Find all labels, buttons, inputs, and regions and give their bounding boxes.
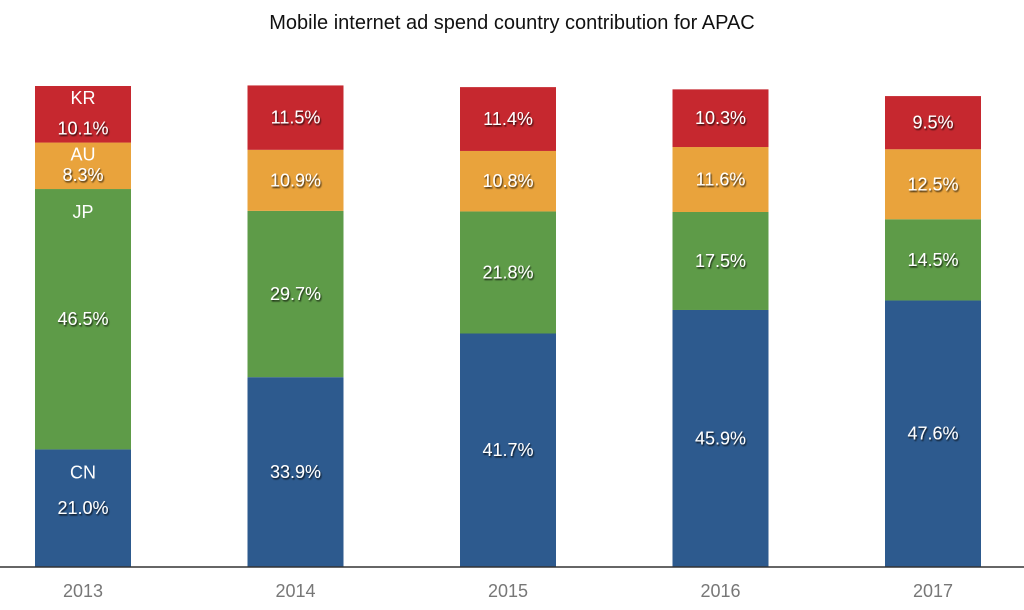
bar-jp-2014 (247, 210, 344, 378)
data-label-cn-2014: 33.9% (270, 462, 321, 482)
bar-kr-2013 (35, 86, 131, 143)
data-label-kr-2013: 10.1% (57, 119, 108, 139)
x-tick-label-2016: 2016 (700, 581, 740, 601)
data-label-kr-2014: 11.5% (271, 108, 321, 128)
data-label-jp-2013: 46.5% (57, 309, 108, 329)
bar-jp-2016 (672, 211, 769, 310)
bar-au-2015 (460, 150, 556, 212)
data-label-jp-2016: 17.5% (695, 251, 746, 271)
bar-kr-2015 (460, 87, 556, 151)
data-label-jp-2017: 14.5% (907, 250, 958, 270)
data-label-cn-2016: 45.9% (695, 428, 746, 448)
data-label-jp-2014: 29.7% (270, 284, 321, 304)
data-label-au-2016: 11.6% (696, 170, 746, 190)
data-label-jp-2015: 21.8% (482, 262, 533, 282)
data-label-au-2014: 10.9% (270, 170, 321, 190)
bar-cn-2013 (35, 449, 131, 567)
data-label-cn-2015: 41.7% (482, 440, 533, 460)
bar-cn-2014 (247, 377, 344, 567)
data-label-kr-2015: 11.4% (483, 109, 533, 129)
data-label-au-2015: 10.8% (482, 171, 533, 191)
bar-kr-2014 (247, 85, 344, 150)
bar-au-2017 (885, 149, 981, 220)
bar-jp-2013 (35, 189, 131, 450)
bar-au-2014 (247, 149, 344, 211)
bar-cn-2016 (672, 309, 769, 567)
x-tick-label-2014: 2014 (275, 581, 315, 601)
series-label-cn: CN (70, 462, 96, 482)
bar-jp-2015 (460, 211, 556, 334)
x-tick-label-2013: 2013 (63, 581, 103, 601)
bar-cn-2015 (460, 333, 556, 567)
x-tick-label-2017: 2017 (913, 581, 953, 601)
data-label-cn-2013: 21.0% (57, 498, 108, 518)
chart-title: Mobile internet ad spend country contrib… (269, 12, 755, 34)
data-label-au-2013: 8.3% (62, 165, 103, 185)
data-label-cn-2017: 47.6% (907, 424, 958, 444)
bar-kr-2017 (885, 96, 981, 150)
bar-au-2013 (35, 142, 131, 190)
bar-au-2016 (672, 147, 769, 212)
bar-cn-2017 (885, 300, 981, 567)
series-label-jp: JP (72, 202, 93, 222)
series-label-kr: KR (70, 88, 95, 108)
bar-jp-2017 (885, 219, 981, 301)
data-label-au-2017: 12.5% (907, 174, 958, 194)
bar-kr-2016 (672, 89, 769, 148)
x-tick-label-2015: 2015 (488, 581, 528, 601)
data-label-kr-2017: 9.5% (912, 113, 953, 133)
series-label-au: AU (70, 145, 95, 165)
data-label-kr-2016: 10.3% (695, 108, 746, 128)
